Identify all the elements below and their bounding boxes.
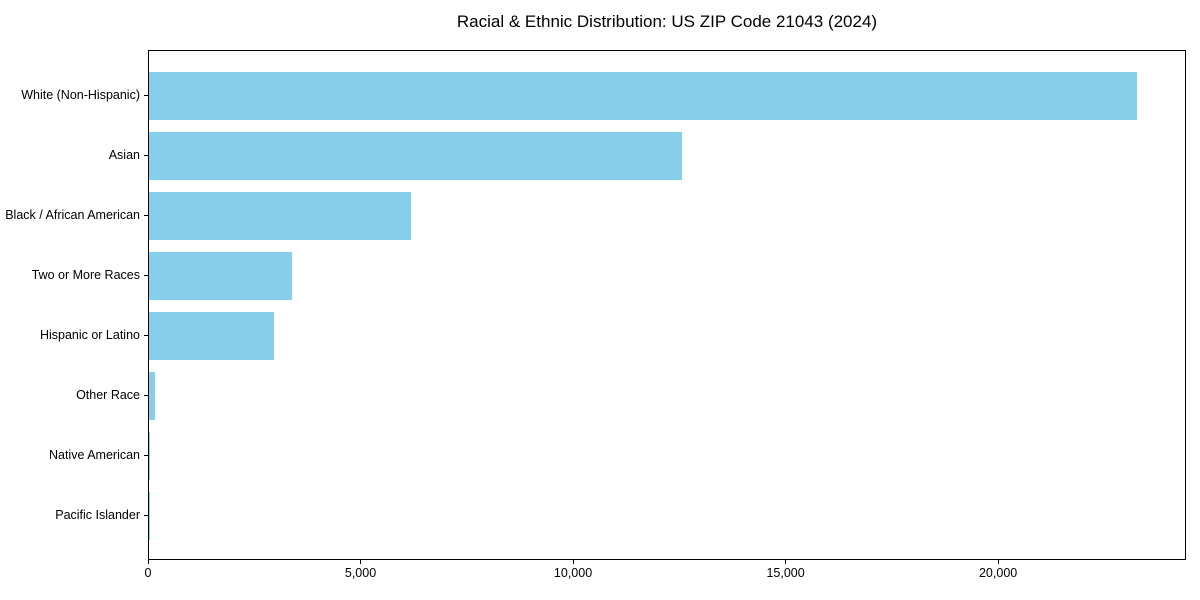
y-tick-label-asian: Asian: [108, 148, 140, 162]
x-tick-label-5000: 5,000: [344, 566, 377, 580]
bar-native-american: [149, 432, 151, 480]
y-tick-label-pacific-islander: Pacific Islander: [55, 508, 140, 522]
y-tick-label-black-african-american: Black / African American: [5, 208, 140, 222]
bar-black-african-american: [149, 192, 411, 240]
bar-other-race: [149, 372, 156, 420]
y-tick-mark: [144, 275, 148, 276]
bar-asian: [149, 132, 682, 180]
x-tick-label-10000: 10,000: [553, 566, 593, 580]
y-tick-label-two-or-more-races: Two or More Races: [31, 268, 140, 282]
bar-two-or-more-races: [149, 252, 293, 300]
y-tick-label-other-race: Other Race: [76, 388, 140, 402]
y-tick-mark: [144, 215, 148, 216]
x-tick-mark: [360, 560, 362, 564]
plot-area: [148, 50, 1186, 560]
chart-title: Racial & Ethnic Distribution: US ZIP Cod…: [456, 12, 878, 31]
y-tick-mark: [144, 335, 148, 336]
x-tick-mark: [997, 560, 999, 564]
y-tick-mark: [144, 515, 148, 516]
y-tick-mark: [144, 395, 148, 396]
y-tick-label-white-non-hispanic: White (Non-Hispanic): [21, 88, 140, 102]
y-tick-label-hispanic-or-latino: Hispanic or Latino: [39, 328, 140, 342]
y-tick-label-native-american: Native American: [48, 448, 140, 462]
x-tick-mark: [147, 560, 149, 564]
y-tick-mark: [144, 455, 148, 456]
y-tick-mark: [144, 155, 148, 156]
x-tick-mark: [785, 560, 787, 564]
x-tick-mark: [572, 560, 574, 564]
bar-hispanic-or-latino: [149, 312, 275, 360]
bar-white-non-hispanic: [149, 72, 1137, 120]
x-tick-label-15000: 15,000: [766, 566, 805, 580]
x-tick-label-0: 0: [144, 566, 152, 580]
y-tick-mark: [144, 95, 148, 96]
x-tick-label-20000: 20,000: [978, 566, 1018, 580]
